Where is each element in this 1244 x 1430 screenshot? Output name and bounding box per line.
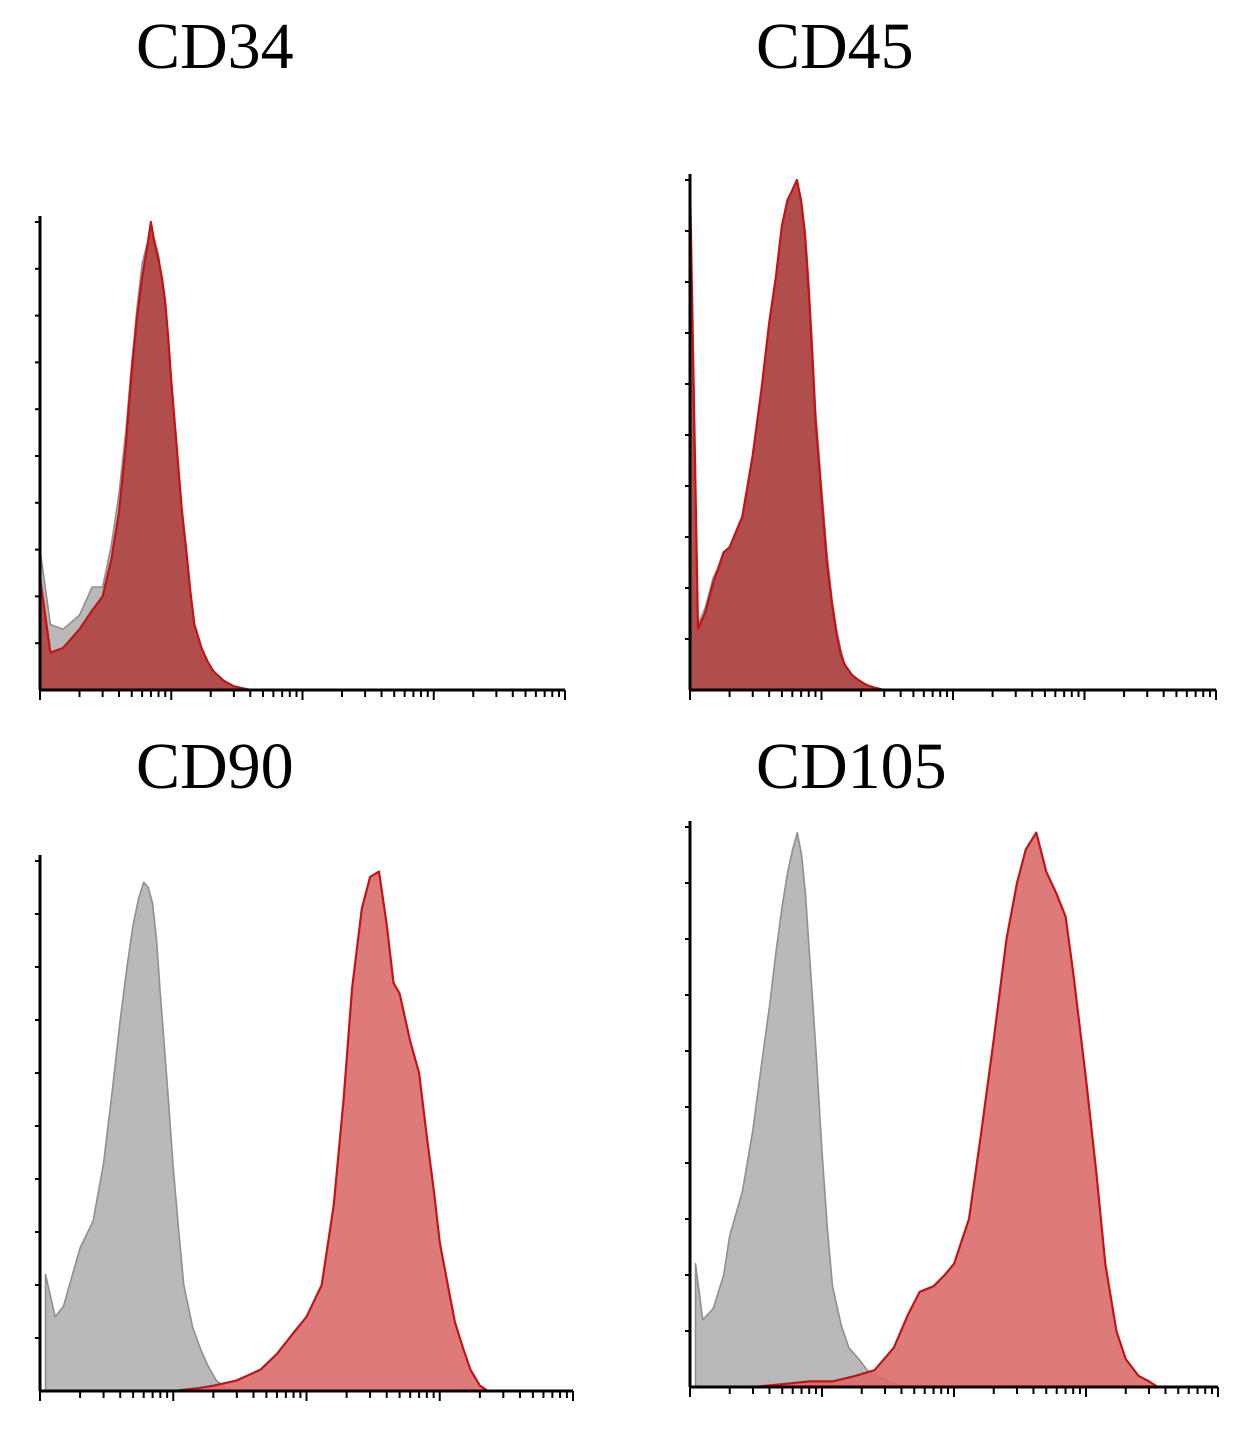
panel-title-cd45: CD45 — [756, 10, 914, 83]
marker-histogram — [38, 220, 252, 692]
isotype-histogram — [44, 881, 238, 1392]
histogram-cd34 — [35, 216, 566, 700]
panel-title-cd105: CD105 — [756, 730, 947, 803]
marker-histogram — [172, 870, 490, 1393]
panel-title-cd34: CD34 — [136, 10, 294, 83]
marker-histogram — [751, 831, 1159, 1389]
marker-histogram — [688, 178, 886, 692]
histogram-cd90 — [35, 855, 574, 1401]
isotype-histogram — [694, 831, 903, 1388]
panel-title-cd90: CD90 — [136, 730, 294, 803]
histogram-cd105 — [685, 821, 1219, 1397]
histogram-cd45 — [685, 174, 1217, 700]
